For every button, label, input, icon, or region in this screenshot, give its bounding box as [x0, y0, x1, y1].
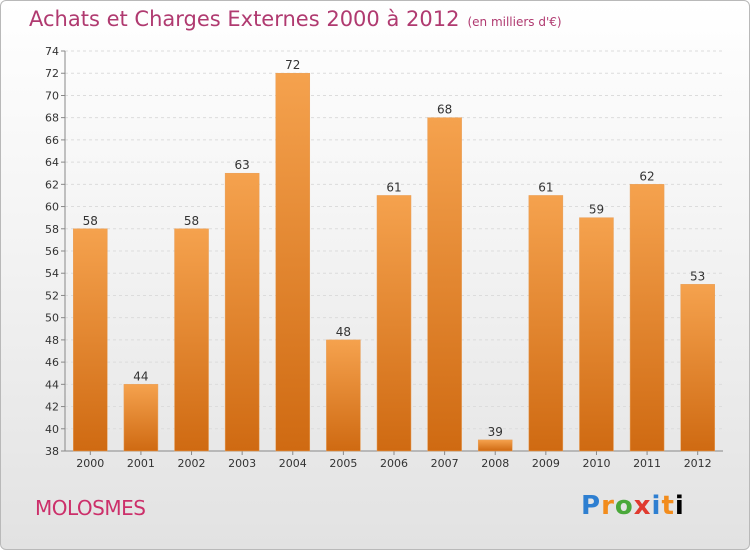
- x-tick-label: 2007: [431, 457, 459, 470]
- town-name: MOLOSMES: [35, 496, 146, 520]
- x-tick-label: 2004: [279, 457, 307, 470]
- x-tick-label: 2009: [532, 457, 560, 470]
- bar: [123, 384, 159, 452]
- data-label: 48: [336, 325, 351, 339]
- x-tick-label: 2005: [329, 457, 357, 470]
- y-tick-labels: 38 40 42 44 46 48 50 52 54 56 58 60 62 64 66 68 70 72 74: [45, 45, 59, 458]
- data-label: 62: [639, 169, 654, 183]
- bar: [73, 228, 108, 452]
- x-tick-label: 2011: [633, 457, 661, 470]
- y-tick-label: 58: [45, 223, 59, 236]
- bars: [73, 72, 715, 452]
- data-label: 59: [589, 203, 604, 217]
- y-tick-label: 60: [45, 201, 59, 214]
- y-tick-label: 38: [45, 445, 59, 458]
- y-tick-label: 74: [45, 45, 59, 58]
- bar: [427, 117, 462, 452]
- data-label: 68: [437, 103, 452, 117]
- data-label: 53: [690, 269, 705, 283]
- title-text: Achats et Charges Externes 2000 à 2012: [29, 7, 460, 31]
- bar: [174, 228, 209, 452]
- x-tick-label: 2008: [481, 457, 509, 470]
- y-tick-label: 44: [45, 378, 59, 391]
- x-tick-labels: 2000 2001 2002 2003 2004 2005 2006 2007 2008 2009…: [76, 457, 711, 470]
- data-label: 39: [488, 425, 503, 439]
- data-label: 58: [184, 214, 199, 228]
- x-tick-label: 2000: [76, 457, 104, 470]
- data-labels: 58 44 58 63 72 48 61 68 39 61 59 62 53: [83, 58, 706, 439]
- x-tick-label: 2003: [228, 457, 256, 470]
- chart-title: Achats et Charges Externes 2000 à 2012 (e…: [29, 7, 562, 31]
- y-tick-label: 54: [45, 267, 59, 280]
- x-tick-label: 2012: [684, 457, 712, 470]
- y-tick-label: 64: [45, 156, 59, 169]
- bar: [224, 172, 260, 452]
- data-label: 61: [386, 180, 401, 194]
- y-tick-label: 66: [45, 134, 59, 147]
- y-tick-label: 46: [45, 356, 59, 369]
- y-tick-label: 48: [45, 334, 59, 347]
- y-tick-label: 56: [45, 245, 59, 258]
- bar: [477, 439, 513, 452]
- data-label: 63: [235, 158, 250, 172]
- x-tick-label: 2002: [178, 457, 206, 470]
- bar: [528, 195, 564, 452]
- y-tick-label: 52: [45, 289, 59, 302]
- unit-text: (en milliers d'€): [467, 15, 562, 29]
- bar: [275, 72, 311, 452]
- data-label: 44: [133, 369, 148, 383]
- data-label: 58: [83, 214, 98, 228]
- bar: [579, 217, 614, 452]
- data-label: 72: [285, 58, 300, 72]
- x-tick-label: 2006: [380, 457, 408, 470]
- y-tick-label: 62: [45, 178, 59, 191]
- y-tick-label: 40: [45, 423, 59, 436]
- x-tick-label: 2001: [127, 457, 155, 470]
- bar: [376, 195, 412, 452]
- bar: [326, 339, 361, 452]
- bar: [629, 184, 665, 452]
- y-tick-label: 70: [45, 89, 59, 102]
- x-tick-label: 2010: [582, 457, 610, 470]
- bar: [680, 284, 715, 452]
- y-tick-label: 72: [45, 67, 59, 80]
- y-tick-label: 50: [45, 312, 59, 325]
- y-tick-label: 42: [45, 401, 59, 414]
- data-label: 61: [538, 180, 553, 194]
- proxiti-logo[interactable]: Proxiti: [581, 491, 685, 521]
- y-tick-label: 68: [45, 112, 59, 125]
